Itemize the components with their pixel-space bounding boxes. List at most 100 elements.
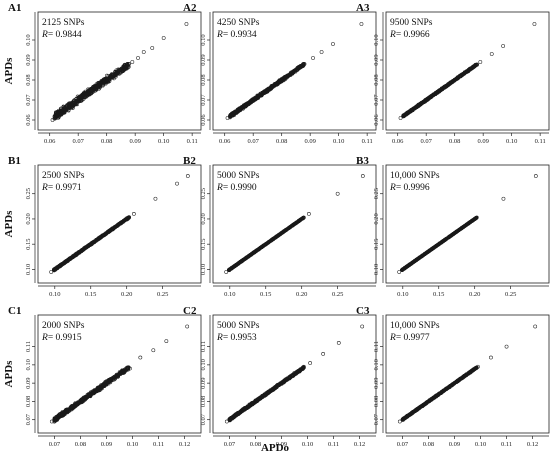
data-point (125, 367, 130, 371)
plot-frame (385, 164, 550, 284)
x-tick-label: 0.11 (362, 138, 373, 145)
data-point (424, 250, 429, 255)
y-tick-label: 0.09 (25, 377, 32, 388)
data-point (278, 232, 282, 236)
y-tick-label: 0.15 (373, 239, 380, 250)
x-tick-label: 0.07 (49, 441, 61, 448)
data-point (411, 106, 416, 111)
data-point (79, 94, 83, 98)
data-point (96, 84, 101, 88)
point-cloud (225, 22, 364, 120)
data-point (414, 105, 419, 110)
y-tick-label: 0.10 (200, 34, 207, 45)
r-symbol: R (216, 183, 223, 193)
r-annotation: R= 0.9971 (41, 183, 82, 193)
data-point (88, 242, 93, 247)
y-tick-label: 0.10 (373, 264, 380, 275)
data-point (126, 61, 131, 66)
y-tick-label: 0.20 (373, 213, 380, 224)
data-point (242, 104, 247, 108)
point-cloud (224, 324, 365, 424)
snp-count-annotation: 10,000 SNPs (390, 171, 440, 181)
y-tick-label: 0.07 (25, 94, 32, 106)
data-point (234, 110, 238, 114)
data-point (56, 110, 61, 114)
data-point (151, 348, 156, 353)
y-tick-label: 0.11 (200, 341, 207, 352)
data-point (501, 196, 506, 201)
plot-frame (212, 164, 377, 284)
data-point (405, 110, 410, 115)
data-point (224, 270, 229, 274)
data-point (283, 75, 287, 80)
data-point (62, 110, 66, 114)
data-point (91, 240, 96, 244)
plot-frame (212, 11, 377, 131)
plot-frame (37, 314, 202, 434)
data-point (240, 258, 245, 263)
data-point (437, 88, 442, 93)
y-tick-label: 0.10 (200, 264, 207, 275)
data-point (126, 63, 131, 68)
x-tick-label: 0.11 (328, 441, 339, 448)
data-point (64, 107, 69, 112)
data-point (397, 270, 402, 274)
data-point (118, 221, 123, 226)
x-tick-label: 0.07 (421, 138, 433, 145)
data-point (73, 100, 78, 104)
r-symbol: R (216, 333, 223, 343)
data-point (184, 22, 189, 26)
data-point (478, 60, 483, 64)
data-point (533, 174, 538, 178)
data-point (100, 383, 105, 388)
data-point (288, 225, 292, 229)
data-point (400, 268, 404, 272)
point-cloud (49, 324, 190, 424)
r-symbol: R (41, 30, 48, 40)
x-tick-label: 0.09 (129, 138, 140, 145)
r-value: = 0.9990 (223, 183, 257, 193)
y-tick-label: 0.09 (200, 377, 207, 388)
data-point (153, 196, 158, 201)
y-tick-label: 0.08 (25, 74, 32, 85)
data-point (73, 102, 78, 106)
data-point (465, 222, 470, 226)
data-point (71, 405, 76, 409)
snp-count-annotation: 9500 SNPs (390, 18, 433, 28)
data-point (50, 118, 55, 122)
x-tick-label: 0.10 (302, 441, 313, 448)
data-point (104, 379, 109, 384)
data-point (126, 365, 131, 370)
data-point (230, 266, 234, 270)
panel-a2: A20.06 0.07 0.08 0.09 0.10 0.110.060.070.080.… (183, 2, 377, 145)
x-tick-label: 0.20 (296, 291, 307, 298)
data-point (128, 366, 132, 371)
x-tick-label: 0.06 (44, 138, 56, 145)
data-point (532, 22, 537, 26)
data-point (438, 241, 442, 246)
data-point (296, 219, 301, 223)
data-point (103, 380, 108, 385)
data-point (300, 216, 305, 221)
data-point (229, 113, 233, 118)
x-tick-label: 0.25 (332, 291, 343, 298)
x-tick-label: 0.08 (250, 441, 261, 448)
data-point (150, 46, 155, 50)
data-point (77, 97, 82, 101)
data-point (70, 406, 75, 410)
data-point (96, 388, 100, 392)
x-tick-label: 0.07 (248, 138, 260, 145)
data-point (473, 216, 478, 221)
data-point (94, 238, 99, 243)
plot-frame (37, 11, 202, 131)
data-point (164, 339, 169, 343)
panel-a3: A30.06 0.07 0.08 0.09 0.10 0.110.060.070.080.… (356, 2, 550, 145)
data-point (62, 260, 67, 265)
data-point (225, 116, 230, 120)
x-tick-label: 0.10 (224, 291, 235, 298)
data-point (87, 92, 92, 97)
data-point (101, 80, 106, 84)
y-tick-label: 0.08 (25, 396, 32, 407)
